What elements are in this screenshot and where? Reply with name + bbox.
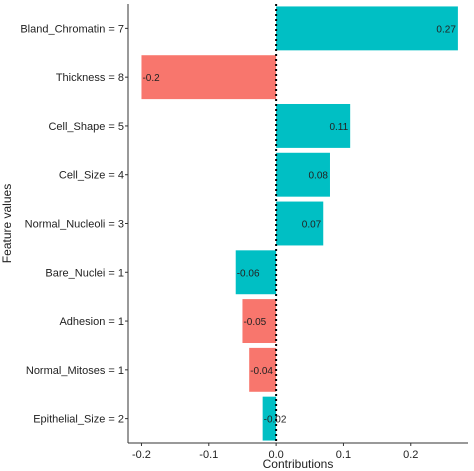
category-label: Cell_Shape = 5 [48, 121, 124, 133]
y-axis-title: Feature values [0, 184, 14, 263]
x-tick-label: 0.0 [268, 449, 283, 461]
value-label: 0.08 [309, 171, 329, 182]
category-label: Bland_Chromatin = 7 [20, 23, 124, 35]
value-label: -0.04 [250, 366, 273, 377]
bar-9 [262, 396, 277, 441]
bar-2 [141, 55, 277, 100]
category-label: Thickness = 8 [56, 72, 124, 84]
category-label: Adhesion = 1 [59, 316, 124, 328]
bar-1 [276, 6, 458, 51]
bar-8 [249, 347, 277, 392]
category-label: Cell_Size = 4 [59, 170, 124, 182]
category-label: Normal_Nucleoli = 3 [25, 219, 124, 231]
value-label: -0.2 [142, 73, 160, 84]
bar-4 [276, 152, 330, 197]
value-label: 0.07 [302, 220, 322, 231]
x-tick-label: 0.1 [336, 449, 351, 461]
value-label: -0.05 [243, 317, 266, 328]
bar-3 [276, 103, 351, 148]
category-label: Normal_Mitoses = 1 [26, 365, 124, 377]
category-label: Bare_Nuclei = 1 [45, 267, 124, 279]
x-tick-label: -0.1 [199, 449, 218, 461]
value-label: 0.27 [436, 24, 456, 35]
bar-7 [242, 299, 277, 344]
x-axis-title: Contributions [263, 457, 334, 471]
x-tick-label: -0.2 [132, 449, 151, 461]
category-label: Epithelial_Size = 2 [33, 414, 124, 426]
value-label: 0.11 [329, 122, 348, 133]
bar-5 [276, 201, 324, 246]
bar-6 [235, 250, 277, 295]
x-tick-label: 0.2 [403, 449, 418, 461]
value-label: -0.06 [237, 268, 260, 279]
